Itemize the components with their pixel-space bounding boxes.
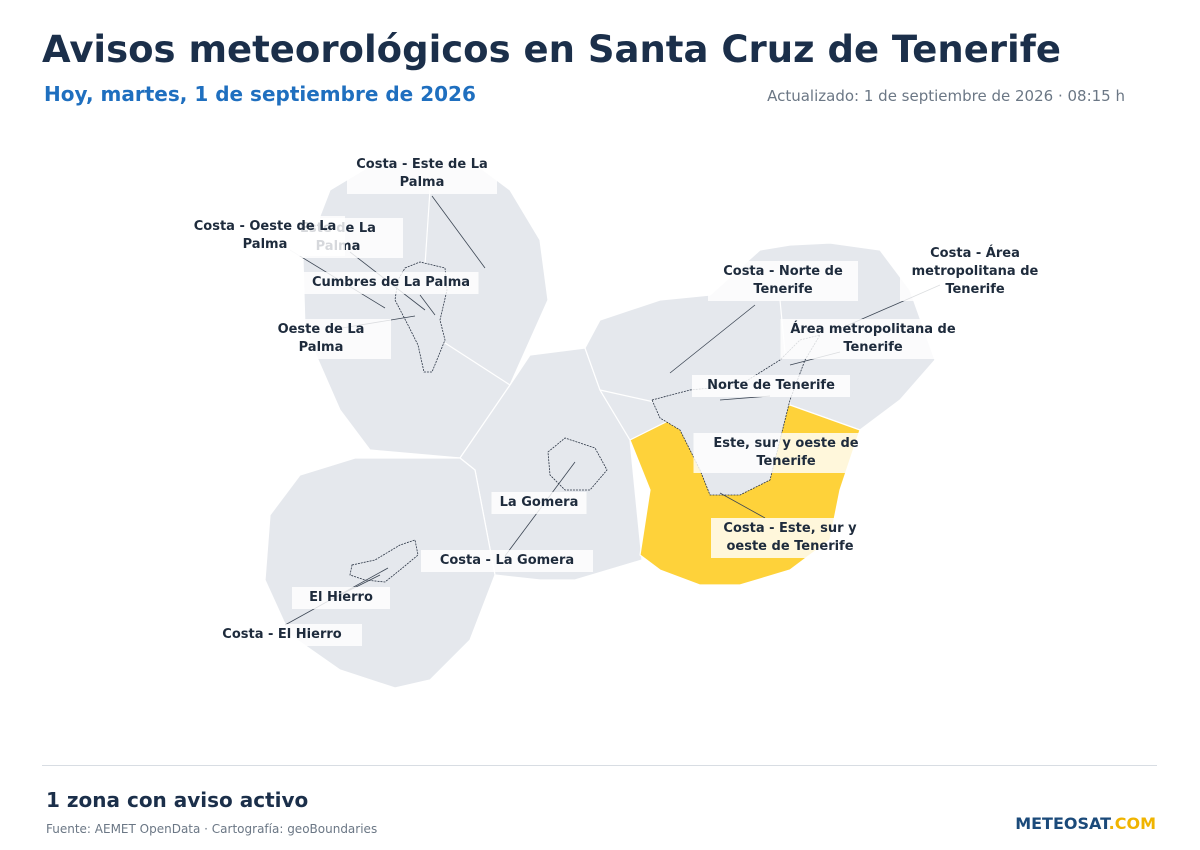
zone-label: El Hierro (292, 587, 390, 609)
zone-label: Área metropolitana de Tenerife (780, 319, 966, 359)
logo-suffix: .COM (1108, 814, 1156, 833)
subtitle: Hoy, martes, 1 de septiembre de 2026 (44, 82, 476, 106)
zone-label: Este, sur y oeste de Tenerife (693, 433, 879, 473)
island-el-hierro (349, 539, 419, 583)
zone-label: Oeste de La Palma (251, 319, 391, 359)
zone-label: Costa - Área metropolitana de Tenerife (900, 243, 1050, 301)
summary: 1 zona con aviso activo (46, 788, 309, 812)
source: Fuente: AEMET OpenData · Cartografía: ge… (46, 822, 378, 836)
logo: METEOSAT.COM (1015, 814, 1156, 833)
divider (42, 765, 1157, 766)
zone-label: Norte de Tenerife (692, 375, 850, 397)
zone-label: Cumbres de La Palma (303, 272, 479, 294)
logo-main: METEOSAT (1015, 814, 1109, 833)
zone-label: Costa - La Gomera (421, 550, 593, 572)
zone-label: Costa - El Hierro (202, 624, 362, 646)
zone-label: Costa - Oeste de La Palma (185, 216, 345, 256)
map (264, 159, 941, 689)
zone-label: La Gomera (491, 492, 587, 514)
title: Avisos meteorológicos en Santa Cruz de T… (42, 28, 1061, 71)
zone-label: Costa - Norte de Tenerife (708, 261, 858, 301)
island-la-gomera (547, 437, 608, 491)
updated: Actualizado: 1 de septiembre de 2026 · 0… (767, 87, 1125, 105)
zone-label: Costa - Este, sur y oeste de Tenerife (711, 518, 869, 558)
zone-label: Costa - Este de La Palma (347, 154, 497, 194)
